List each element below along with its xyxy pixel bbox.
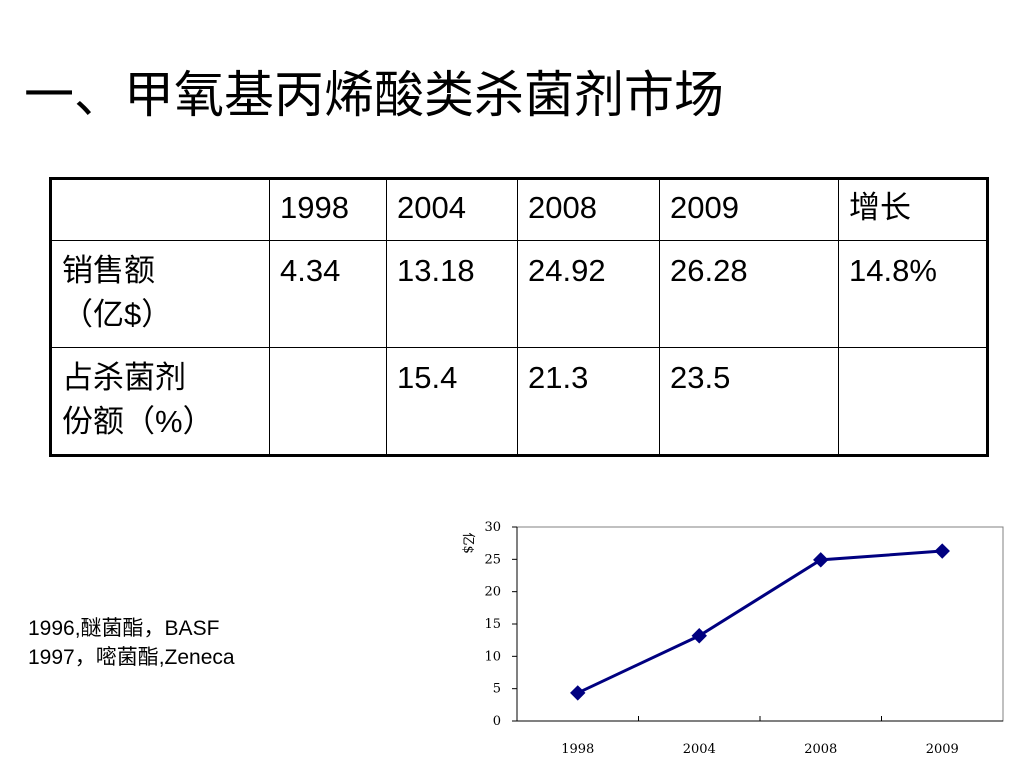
header-cell-2008: 2008 [517, 178, 660, 241]
x-tick-label: 2009 [926, 742, 959, 757]
table-cell [838, 347, 988, 456]
header-cell-2009: 2009 [659, 178, 839, 241]
header-cell-growth: 增长 [838, 178, 988, 241]
table-row: 占杀菌剂 份额（%） 15.4 21.3 23.5 [50, 347, 988, 456]
table-cell: 24.92 [517, 240, 660, 348]
sales-line-chart: 0 5 10 15 20 25 30 1998 2004 2008 2009 亿$ [460, 520, 1004, 757]
y-tick-label: 20 [484, 585, 501, 600]
history-note: 1996,醚菌酯，BASF 1997，嘧菌酯,Zeneca [28, 614, 235, 672]
data-point [934, 543, 950, 559]
y-tick-label: 5 [493, 682, 501, 697]
x-tick-label: 2004 [683, 742, 716, 757]
y-tick-label: 30 [484, 520, 501, 535]
row-label-sales: 销售额 （亿$） [50, 240, 270, 348]
data-point [813, 552, 829, 568]
y-tick-label: 10 [484, 649, 501, 664]
page-title: 一、甲氧基丙烯酸类杀菌剂市场 [24, 66, 724, 124]
row-label-line: 占杀菌剂 [62, 360, 186, 395]
table-cell [269, 347, 387, 456]
table-cell: 21.3 [517, 347, 660, 456]
table-cell: 23.5 [659, 347, 839, 456]
y-axis-label: 亿$ [460, 533, 475, 554]
table-cell: 13.18 [386, 240, 518, 348]
data-point [691, 628, 707, 644]
row-label-line: （亿$） [62, 297, 173, 332]
table-header-row: 1998 2004 2008 2009 增长 [50, 178, 988, 241]
y-tick-label: 25 [484, 552, 501, 567]
header-cell-empty [50, 178, 270, 241]
market-table: 1998 2004 2008 2009 增长 销售额 （亿$） 4.34 13.… [49, 177, 989, 457]
table-cell: 4.34 [269, 240, 387, 348]
series-line [577, 549, 943, 695]
header-cell-1998: 1998 [269, 178, 387, 241]
row-label-share: 占杀菌剂 份额（%） [50, 347, 270, 456]
row-label-line: 份额（%） [62, 404, 214, 439]
x-tick-label: 1998 [561, 742, 594, 757]
table-row: 销售额 （亿$） 4.34 13.18 24.92 26.28 14.8% [50, 240, 988, 348]
row-label-line: 销售额 [62, 253, 155, 288]
plot-area [516, 526, 1004, 722]
note-line: 1997，嘧菌酯,Zeneca [28, 646, 235, 669]
data-point [570, 685, 586, 701]
table-cell: 14.8% [838, 240, 988, 348]
header-cell-2004: 2004 [386, 178, 518, 241]
note-line: 1996,醚菌酯，BASF [28, 617, 220, 640]
y-tick-label: 15 [484, 617, 501, 632]
y-tick-label: 0 [493, 714, 501, 729]
table-cell: 15.4 [386, 347, 518, 456]
x-tick-label: 2008 [804, 742, 837, 757]
table-cell: 26.28 [659, 240, 839, 348]
